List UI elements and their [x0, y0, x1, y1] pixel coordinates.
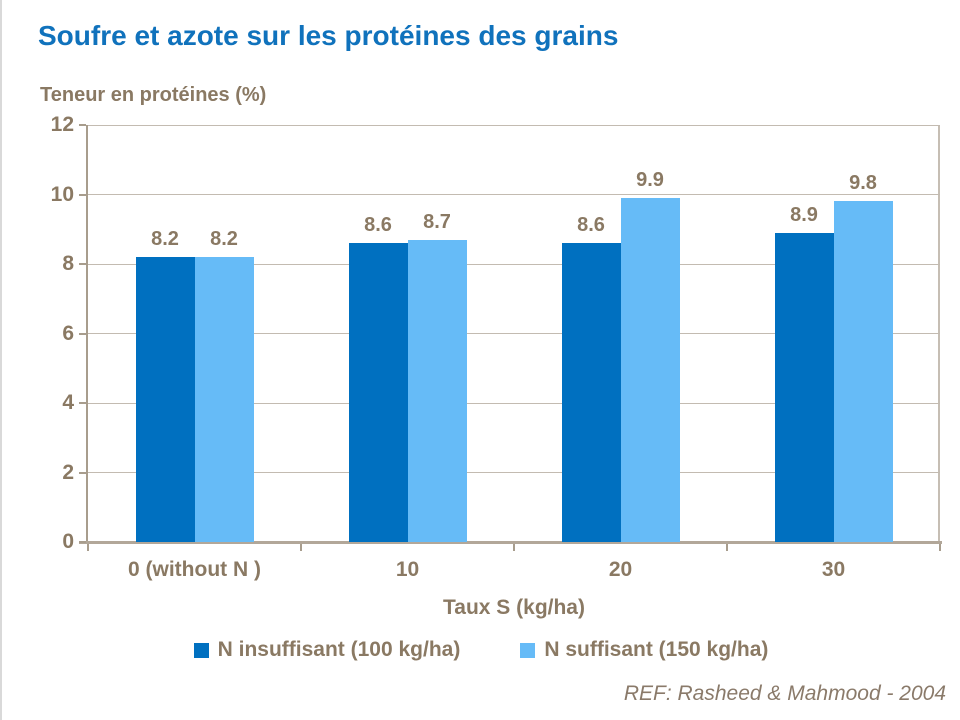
- gridline-y-12: [88, 124, 940, 126]
- legend-item-series2: N suffisant (150 kg/ha): [520, 638, 768, 662]
- y-tick-label: 6: [62, 321, 74, 345]
- y-tick-2: [79, 471, 86, 474]
- x-category-label: 30: [821, 558, 846, 581]
- gridline-y-2: [88, 472, 940, 473]
- bar-series2-cat3: [620, 197, 680, 542]
- bar-series1-cat3: [561, 243, 621, 542]
- bar-value-label: 8.2: [210, 228, 238, 251]
- bar-value-label: 8.6: [577, 214, 605, 237]
- x-axis-line: [79, 541, 942, 544]
- legend: N insuffisant (100 kg/ha) N suffisant (15…: [2, 638, 960, 662]
- bar-value-label: 8.9: [790, 203, 818, 226]
- y-axis-line: [86, 125, 88, 542]
- x-tick-4: [939, 544, 941, 551]
- bar-value-label: 8.7: [423, 210, 451, 233]
- y-axis-title: Teneur en protéines (%): [40, 84, 267, 106]
- y-tick-0: [79, 541, 86, 543]
- y-tick-8: [79, 263, 86, 265]
- gridline-y-6: [88, 333, 940, 334]
- bar-series2-cat4: [833, 201, 893, 542]
- gridline-y-8: [88, 263, 940, 265]
- y-tick-6: [79, 332, 86, 335]
- bar-value-label: 9.8: [849, 172, 877, 195]
- y-tick-4: [79, 402, 86, 404]
- bar-series1-cat4: [774, 232, 834, 542]
- x-axis-title: Taux S (kg/ha): [443, 596, 585, 619]
- x-category-label: 10: [395, 558, 420, 581]
- x-tick-0: [87, 544, 89, 551]
- reference-text: REF: Rasheed & Mahmood - 2004: [623, 682, 946, 705]
- bar-value-label: 8.2: [151, 228, 179, 251]
- x-category-label: 20: [608, 558, 633, 581]
- y-tick-label: 8: [62, 252, 74, 275]
- legend-item-series1: N insuffisant (100 kg/ha): [193, 638, 461, 662]
- x-category-label: 0 (without N ): [128, 558, 261, 581]
- plot-area: 0 2 4 6 8 10 12 8.2 8.2 0 (without N ) 8.6 8.7 10 8.6…: [51, 114, 942, 581]
- y-tick-12: [79, 124, 86, 126]
- x-tick-2: [513, 544, 515, 551]
- x-tick-1: [300, 544, 302, 551]
- bar-value-label: 9.9: [636, 168, 664, 191]
- y-tick-label: 2: [62, 460, 74, 484]
- y-tick-label: 4: [62, 391, 74, 414]
- y-tick-label: 12: [50, 113, 74, 136]
- legend-label: N insuffisant (100 kg/ha): [217, 638, 461, 661]
- y-tick-label: 10: [50, 182, 74, 206]
- bar-series2-cat2: [407, 239, 467, 542]
- bar-series1-cat1: [135, 257, 195, 542]
- legend-label: N suffisant (150 kg/ha): [544, 638, 769, 661]
- bar-value-label: 8.6: [364, 214, 392, 237]
- bar-series1-cat2: [348, 243, 408, 542]
- legend-swatch-icon: [520, 642, 536, 658]
- x-tick-3: [726, 544, 728, 551]
- chart-title: Soufre et azote sur les protéines des gr…: [38, 20, 619, 51]
- gridline-y-10: [88, 194, 940, 195]
- legend-swatch-icon: [193, 642, 209, 658]
- y-tick-label: 0: [62, 530, 74, 553]
- gridline-y-4: [88, 402, 940, 404]
- bar-series2-cat1: [194, 257, 254, 542]
- y-tick-10: [79, 193, 86, 196]
